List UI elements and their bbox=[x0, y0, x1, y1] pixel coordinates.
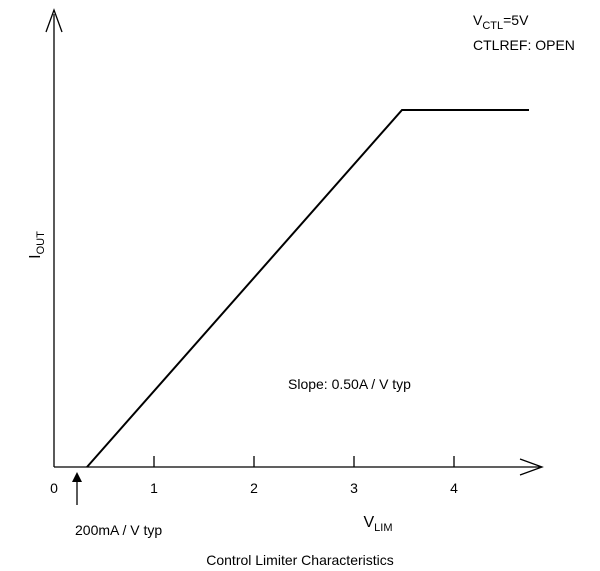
condition-sub: CTL bbox=[482, 20, 503, 32]
x-tick-label: 3 bbox=[350, 480, 358, 496]
condition-main: V bbox=[473, 12, 483, 28]
y-axis-title-sub: OUT bbox=[35, 231, 47, 255]
x-tick-labels: 0 1 2 3 4 bbox=[50, 480, 458, 496]
x-ticks bbox=[153, 456, 455, 467]
slope-annotation: Slope: 0.50A / V typ bbox=[288, 376, 411, 392]
x-tick-label: 1 bbox=[150, 480, 158, 496]
condition-label: VCTL=5V bbox=[473, 12, 529, 32]
x-tick-label: 2 bbox=[250, 480, 258, 496]
x-axis-arrow bbox=[519, 458, 544, 476]
series-line bbox=[86, 109, 529, 468]
condition-rest: =5V bbox=[503, 12, 529, 28]
y-axis-title-main: I bbox=[27, 254, 44, 258]
offset-annotation: 200mA / V typ bbox=[75, 522, 162, 538]
x-axis-title-main: V bbox=[363, 514, 374, 531]
y-axis-arrow bbox=[45, 8, 63, 33]
offset-arrowhead bbox=[72, 472, 82, 482]
condition2-label: CTLREF: OPEN bbox=[473, 37, 575, 53]
x-tick-label: 4 bbox=[450, 480, 458, 496]
chart-title: Control Limiter Characteristics bbox=[206, 552, 394, 568]
x-axis-title-sub: LIM bbox=[374, 522, 392, 534]
x-axis-title: VLIM bbox=[363, 514, 392, 534]
y-axis-title: IOUT bbox=[27, 231, 47, 259]
x-tick-label: 0 bbox=[50, 480, 58, 496]
